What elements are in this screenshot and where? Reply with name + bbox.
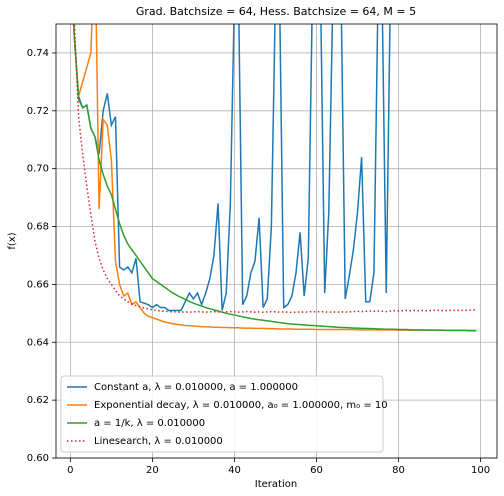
x-tick-label: 100 — [471, 465, 490, 476]
x-tick-label: 0 — [67, 465, 73, 476]
x-tick-label: 80 — [392, 465, 405, 476]
x-tick-label: 60 — [310, 465, 323, 476]
y-axis-label: f(x) — [7, 232, 18, 249]
legend-label: a = 1/k, λ = 0.010000 — [94, 418, 205, 429]
x-tick-label: 40 — [228, 465, 241, 476]
y-tick-label: 0.62 — [27, 395, 49, 406]
legend-box — [60, 375, 384, 453]
plot-lines — [72, 24, 477, 332]
y-tick-label: 0.66 — [27, 279, 49, 290]
legend-label: Exponential decay, λ = 0.010000, a₀ = 1.… — [94, 400, 388, 411]
plot-frame — [55, 23, 498, 459]
legend-label: Linesearch, λ = 0.010000 — [94, 436, 223, 447]
y-tick-label: 0.60 — [27, 453, 49, 464]
chart-title: Grad. Batchsize = 64, Hess. Batchsize = … — [136, 5, 416, 18]
series-line — [72, 24, 477, 332]
y-tick-label: 0.70 — [27, 164, 49, 175]
y-tick-label: 0.72 — [27, 106, 49, 117]
x-tick-label: 20 — [146, 465, 159, 476]
y-tick-label: 0.64 — [27, 337, 49, 348]
legend-label: Constant a, λ = 0.010000, a = 1.000000 — [94, 382, 298, 393]
x-axis-label: Iteration — [255, 479, 297, 490]
series-line — [72, 24, 391, 312]
y-tick-label: 0.68 — [27, 222, 49, 233]
y-tick-label: 0.74 — [27, 48, 49, 59]
